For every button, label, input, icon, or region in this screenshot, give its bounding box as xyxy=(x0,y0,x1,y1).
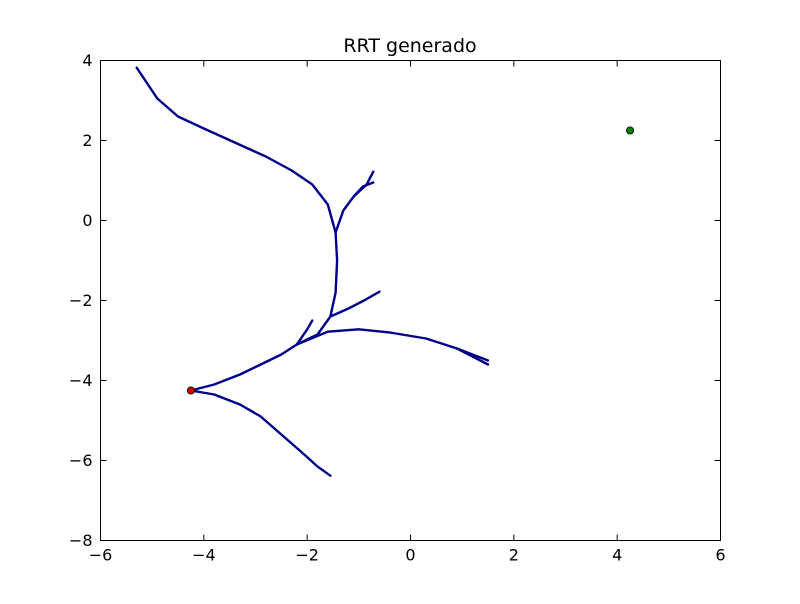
y-tick-label: 2 xyxy=(82,131,92,150)
tree-branch-1 xyxy=(135,66,339,392)
y-tick-label: −4 xyxy=(69,371,93,390)
x-tick-label: −6 xyxy=(89,546,113,565)
tree-layer xyxy=(135,66,490,477)
start-point-marker xyxy=(186,386,195,395)
tree-branch-5 xyxy=(295,328,490,362)
tree-branch-8 xyxy=(189,389,332,477)
marker-layer xyxy=(186,126,635,395)
x-tick-label: 0 xyxy=(405,546,415,565)
tree-branch-4 xyxy=(329,290,381,318)
y-tick-label: 4 xyxy=(82,51,92,70)
chart-title: RRT generado xyxy=(343,35,476,57)
goal-point-marker xyxy=(626,126,635,135)
x-tick-label: −2 xyxy=(295,546,319,565)
y-tick-label: −2 xyxy=(69,291,93,310)
y-tick-label: 0 xyxy=(82,211,92,230)
x-tick-label: 2 xyxy=(509,546,519,565)
x-tick-label: 4 xyxy=(612,546,622,565)
y-tick-label: −6 xyxy=(69,451,93,470)
tree-branch-3 xyxy=(352,181,375,198)
plot-frame xyxy=(100,60,721,541)
tree-branch-7 xyxy=(295,319,314,346)
tree-branch-2 xyxy=(334,170,375,234)
x-tick-label: −4 xyxy=(192,546,216,565)
x-tick-label: 6 xyxy=(715,546,725,565)
y-tick-label: −8 xyxy=(69,531,93,550)
tree-branch-6 xyxy=(455,347,490,366)
